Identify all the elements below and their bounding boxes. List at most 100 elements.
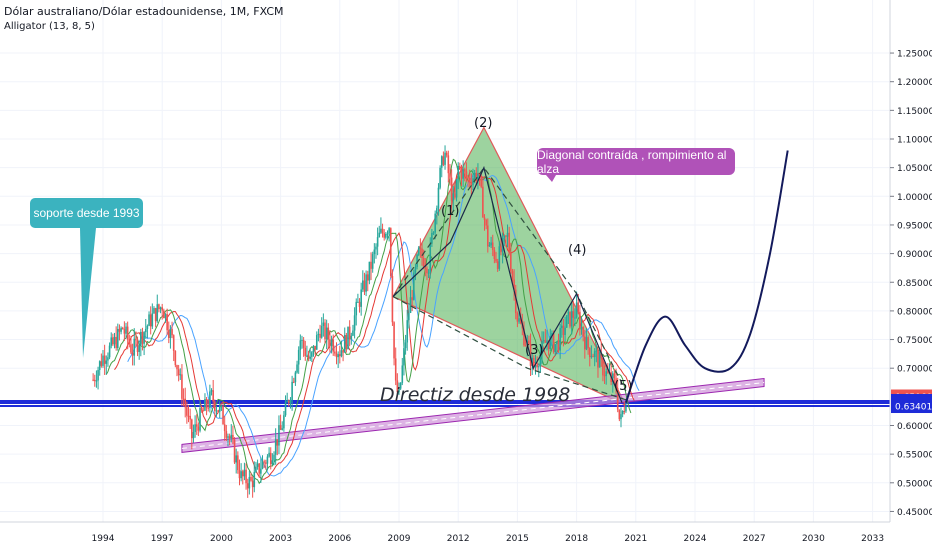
candle-body — [279, 425, 282, 430]
price-tick-label: 0.50000 — [897, 479, 932, 489]
candle-body — [511, 271, 514, 280]
candle-body — [100, 361, 103, 366]
time-tick-label: 2024 — [684, 534, 707, 544]
price-tick-label: 1.20000 — [897, 78, 932, 88]
candle-body — [161, 307, 163, 311]
candle-body — [391, 275, 394, 323]
candle-body — [419, 247, 422, 249]
candle-body — [409, 297, 412, 313]
candle-body — [575, 302, 578, 318]
candle-body — [350, 335, 353, 340]
candle-body — [600, 352, 603, 359]
candle-body — [220, 406, 223, 408]
candle-body — [93, 379, 96, 381]
candle-body — [620, 414, 622, 420]
candle-body — [251, 480, 254, 488]
candle-body — [462, 169, 464, 179]
candle-body — [562, 325, 565, 335]
candle-body — [128, 339, 131, 345]
price-tick-label: 1.00000 — [897, 193, 932, 203]
projection-curve — [624, 150, 789, 403]
diagonal-callout[interactable]: Diagonal contraída , rompimiento al alza — [537, 148, 735, 176]
candle-body — [565, 315, 568, 328]
candle-body — [388, 228, 390, 234]
indicator-label: Alligator (13, 8, 5) — [4, 21, 95, 32]
candle-body — [569, 311, 571, 327]
candle-body — [258, 463, 261, 474]
candle-body — [97, 369, 99, 381]
wedge-lower-line — [392, 296, 627, 401]
trendline-1998 — [181, 377, 765, 453]
candle-body — [452, 193, 455, 201]
candle-body — [312, 345, 315, 353]
candle-body — [454, 193, 456, 198]
candle-body — [169, 329, 172, 338]
candle-body — [577, 302, 580, 312]
candle-body — [141, 331, 144, 344]
candle-body — [283, 415, 285, 429]
candle-body — [365, 274, 367, 292]
candle-body — [362, 280, 364, 290]
candle-body — [505, 235, 507, 237]
candle-body — [413, 272, 415, 300]
time-tick-label: 2006 — [328, 534, 351, 544]
candle-body — [263, 461, 265, 463]
candle-body — [291, 381, 293, 401]
candle-body — [301, 339, 303, 341]
candle-body — [348, 326, 351, 340]
candle-body — [370, 261, 372, 269]
candle-body — [269, 452, 272, 465]
candle-body — [225, 431, 228, 438]
time-tick-label: 2030 — [802, 534, 825, 544]
candle-body — [281, 428, 284, 430]
candle-body — [616, 388, 619, 410]
candle-body — [598, 352, 601, 368]
candle-body — [159, 307, 162, 310]
candle-body — [133, 338, 136, 356]
candle-body — [174, 350, 177, 366]
candle-body — [376, 237, 379, 247]
candle-body — [416, 254, 418, 267]
support-callout[interactable]: soporte desde 1993 — [30, 198, 143, 228]
candle-body — [467, 177, 469, 179]
candle-body — [534, 364, 537, 368]
price-tick-label: 0.45000 — [897, 508, 932, 518]
candle-body — [230, 434, 233, 439]
candle-body — [472, 178, 474, 186]
candle-body — [445, 152, 448, 156]
candle-body — [189, 415, 191, 420]
candle-body — [146, 325, 149, 329]
candle-body — [417, 247, 420, 255]
candle-body — [268, 452, 270, 457]
candle-body — [171, 329, 173, 336]
candle-body — [135, 338, 137, 341]
candle-body — [523, 328, 525, 346]
candle-body — [503, 235, 506, 239]
price-axis[interactable]: 1.25000 1.20000 1.15000 1.10000 1.05000 1.000… — [889, 0, 932, 547]
price-tick-label: 1.05000 — [897, 164, 932, 174]
candle-body — [618, 409, 621, 420]
candle-body — [440, 156, 443, 168]
candle-body — [123, 329, 126, 334]
candle-body — [603, 375, 606, 377]
candle-body — [320, 325, 323, 338]
candle-body — [223, 424, 226, 432]
candle-body — [105, 360, 108, 364]
candle-body — [138, 345, 140, 352]
candle-body — [408, 312, 410, 321]
candle-body — [186, 407, 188, 416]
wave-label-5: (5) — [614, 379, 633, 394]
candle-body — [579, 311, 581, 330]
candle-body — [551, 333, 553, 337]
candle-body — [177, 369, 180, 376]
candle-body — [593, 351, 596, 358]
candle-body — [556, 341, 558, 345]
time-axis[interactable]: 1994 1997 2000 2003 2006 2009 2012 2015 2018 2021… — [0, 521, 932, 550]
candle-body — [140, 331, 142, 346]
candle-body — [403, 348, 405, 366]
candle-body — [500, 246, 502, 253]
candle-body — [588, 347, 591, 358]
wedge-upper-line — [392, 166, 627, 392]
candle-body — [197, 426, 200, 431]
